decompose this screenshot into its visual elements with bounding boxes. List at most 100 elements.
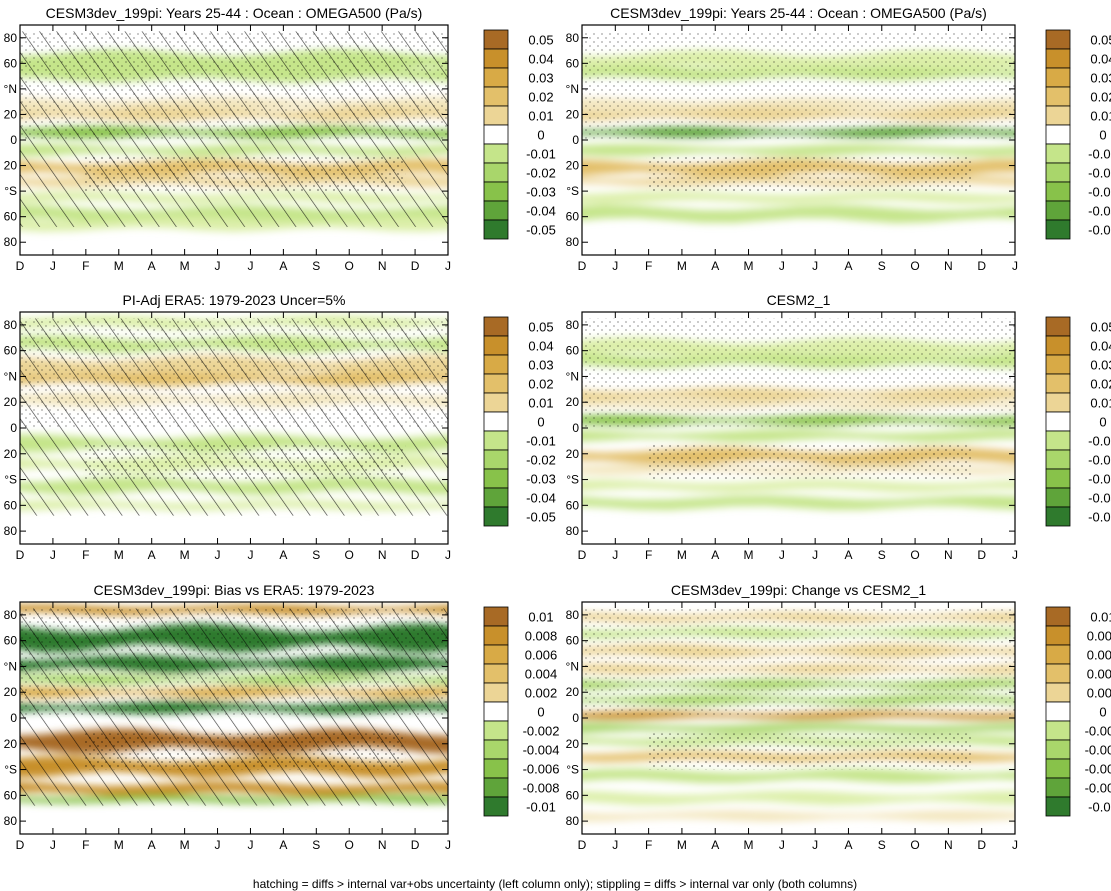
x-tick-label: J [779,548,785,562]
x-tick-label: J [50,259,56,273]
colorbar-label: -0.01 [1088,800,1111,815]
colorbar-label: 0.01 [1090,610,1111,625]
y-tick-label: 60 [4,498,18,512]
stipple-overlay [582,31,1015,139]
x-tick-label: S [878,838,886,852]
x-tick-label: S [312,838,320,852]
x-tick-label: D [578,838,587,852]
colorbar-label: 0 [537,705,544,720]
x-tick-label: S [878,548,886,562]
y-tick-label: °S [566,473,579,487]
x-tick-label: J [812,548,818,562]
field-band [582,429,1015,443]
colorbar-label: -0.03 [1088,472,1111,487]
colorbar-label: 0.05 [1090,320,1111,335]
colorbar-swatch [1045,796,1071,817]
colorbar: 0.01 0.008 0.006 0.004 0.002 0 -0.002 -0.004 -0.… [1045,606,1111,817]
x-tick-label: J [779,838,785,852]
y-tick-label: 80 [4,814,18,828]
colorbar-swatch [1045,430,1071,451]
y-tick-label: 60 [4,56,18,70]
colorbar-label: -0.01 [1088,434,1111,449]
y-tick-label: °S [4,184,17,198]
x-tick-label: D [16,548,25,562]
field-layer [582,318,1015,511]
x-tick-label: O [910,259,919,273]
y-tick-label: 60 [566,498,580,512]
colorbar-swatch [1045,181,1071,202]
colorbar-label: -0.03 [1088,185,1111,200]
x-tick-label: O [345,548,354,562]
field-band [582,191,1015,204]
y-tick-label: 0 [572,421,579,435]
colorbar-swatch [483,162,509,183]
y-tick-label: °N [566,659,579,673]
colorbar-label: 0.01 [1090,109,1111,124]
colorbar-swatch [1045,48,1071,69]
x-tick-label: J [779,259,785,273]
colorbar-label: 0.02 [528,90,553,105]
y-tick-label: 60 [4,344,18,358]
y-tick-label: 20 [566,159,580,173]
x-tick-label: A [148,259,156,273]
colorbar-label: 0.008 [1087,629,1111,644]
x-tick-label: D [411,838,420,852]
y-tick-label: 80 [4,235,18,249]
field-layer [20,314,448,516]
y-tick-label: 20 [4,447,18,461]
colorbar-swatch [483,682,509,703]
y-tick-label: 60 [566,634,580,648]
x-tick-label: J [445,548,451,562]
x-tick-label: J [445,838,451,852]
colorbar-label: -0.04 [1088,204,1111,219]
colorbar-swatch [483,625,509,646]
x-tick-label: F [645,259,652,273]
x-tick-label: J [812,259,818,273]
x-tick-label: J [1012,259,1018,273]
footer-caption: hatching = diffs > internal var+obs unce… [253,877,857,891]
colorbar-swatch [483,701,509,722]
colorbar-label: -0.01 [526,434,556,449]
colorbar-swatch [483,86,509,107]
colorbar-label: -0.04 [1088,491,1111,506]
colorbar-label: 0.02 [1090,377,1111,392]
colorbar-label: 0.01 [528,610,553,625]
colorbar-swatch [1045,143,1071,164]
y-tick-label: °N [4,369,17,383]
colorbar-swatch [1045,487,1071,508]
colorbar-label: 0 [1099,705,1106,720]
x-tick-label: J [445,259,451,273]
x-tick-label: M [677,259,687,273]
colorbar-swatch [1045,411,1071,432]
colorbar-label: 0.04 [528,52,553,67]
x-tick-label: J [215,838,221,852]
x-tick-label: J [247,838,253,852]
colorbar-label: -0.04 [526,204,556,219]
colorbar-swatch [1045,468,1071,489]
x-tick-label: M [180,259,190,273]
panel-title: CESM3dev_199pi: Bias vs ERA5: 1979-2023 [94,582,375,598]
x-tick-label: A [711,259,719,273]
colorbar-swatch [483,777,509,798]
colorbar-label: -0.002 [1085,724,1111,739]
hatch-overlay [20,318,448,516]
colorbar-label: 0.05 [1090,33,1111,48]
colorbar: 0.05 0.04 0.03 0.02 0.01 0 -0.01 -0.02 -0.03 -0.0… [1045,29,1111,240]
colorbar-label: 0.01 [528,396,553,411]
y-tick-label: 80 [566,814,580,828]
x-tick-label: D [977,838,986,852]
colorbar-label: -0.05 [526,510,556,525]
colorbar-label: -0.05 [526,223,556,238]
colorbar-swatch [1045,29,1071,50]
colorbar-label: -0.004 [1085,743,1111,758]
x-tick-label: A [844,548,852,562]
colorbar-swatch [483,29,509,50]
colorbar-swatch [483,392,509,413]
colorbar-swatch [483,449,509,470]
x-tick-label: F [645,548,652,562]
colorbar-swatch [1045,354,1071,375]
y-tick-label: 20 [4,395,18,409]
colorbar-swatch [483,316,509,337]
colorbar-label: 0.04 [1090,339,1111,354]
